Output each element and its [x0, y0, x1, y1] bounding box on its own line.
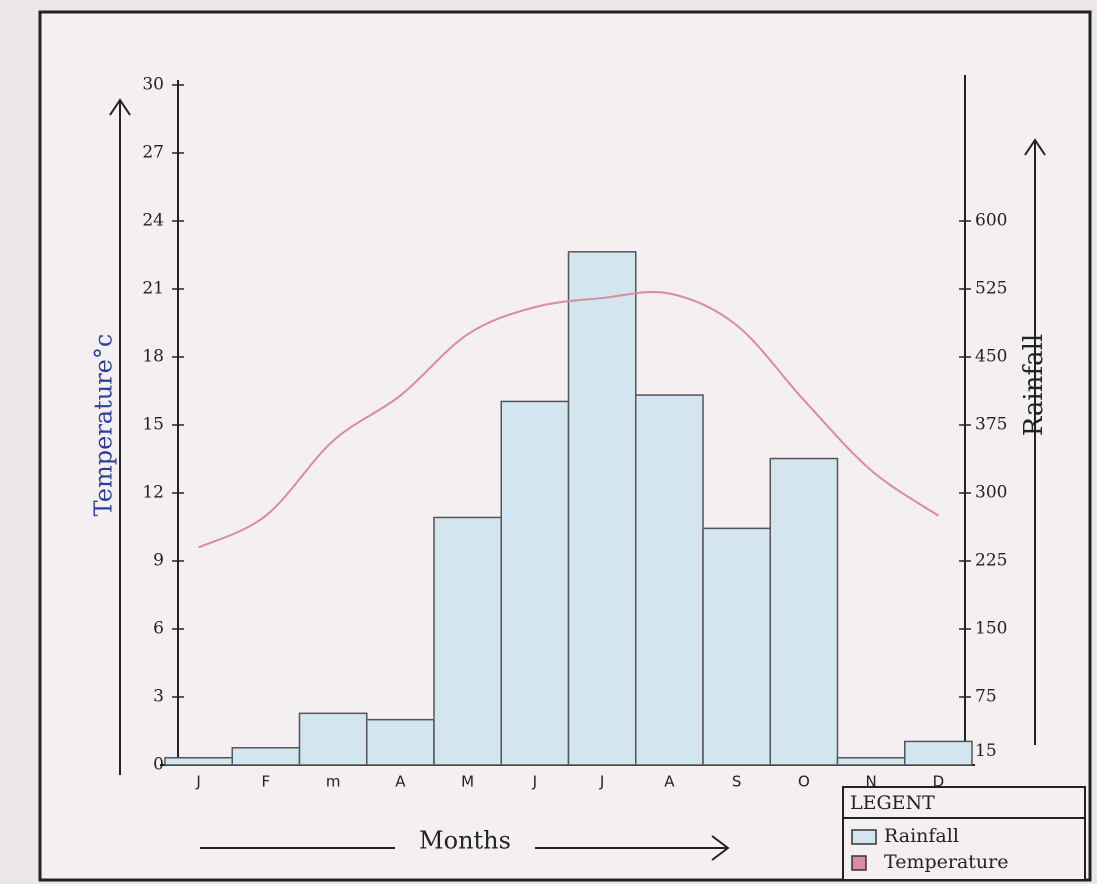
bar [702, 527, 771, 766]
x-arrowhead [711, 835, 730, 861]
y-arrowhead [109, 98, 131, 116]
x-tick-label: S [732, 773, 742, 791]
bar [433, 516, 502, 766]
y-tick-label: 15 [142, 415, 164, 435]
legend-swatch [851, 829, 877, 845]
y-tick-label: 0 [153, 755, 164, 775]
x-tick-label: N [866, 773, 877, 791]
legend-label: Temperature [884, 851, 1008, 873]
legend-title: LEGENT [850, 792, 935, 814]
y2-axis-label: Rainfall [1019, 334, 1049, 437]
y2-tick-label: 600 [975, 211, 1007, 231]
y2-tick-label: 15 [975, 741, 997, 761]
y-axis-label: Temperature°c [90, 334, 118, 517]
bar [231, 747, 301, 766]
bar [635, 394, 704, 766]
temperature-line [198, 291, 939, 549]
x-tick-label: F [262, 773, 271, 791]
bar [500, 400, 570, 766]
x-tick-label: O [798, 773, 810, 791]
x-tick-label: J [195, 773, 200, 791]
legend-label: Rainfall [884, 825, 959, 847]
y-tick-label: 21 [142, 279, 164, 299]
bar [769, 457, 839, 766]
bar [904, 740, 973, 766]
legend [842, 786, 1086, 881]
legend-swatch [851, 855, 867, 871]
y2-tick-label: 450 [975, 347, 1007, 367]
y2-tick-label: 150 [975, 619, 1007, 639]
y-tick-label: 27 [142, 143, 164, 163]
bar [567, 251, 637, 766]
x-tick-label: A [664, 773, 675, 791]
x-tick-label: M [461, 773, 474, 791]
y-tick-label: 24 [142, 211, 164, 231]
y-tick-label: 18 [142, 347, 164, 367]
y-tick-label: 3 [153, 687, 164, 707]
bar [366, 718, 435, 766]
y2-arrowhead [1024, 138, 1046, 156]
y2-tick-label: 300 [975, 483, 1007, 503]
x-tick-label: D [933, 773, 945, 791]
y-tick-label: 30 [142, 75, 164, 95]
y2-tick-label: 75 [975, 687, 997, 707]
y-tick-label: 6 [153, 619, 164, 639]
y-tick-label: 9 [153, 551, 164, 571]
bar [298, 712, 368, 766]
x-tick-label: A [395, 773, 406, 791]
x-tick-label: m [326, 773, 341, 791]
y2-tick-label: 225 [975, 551, 1007, 571]
x-axis-label: Months [419, 827, 511, 855]
x-tick-label: J [599, 773, 604, 791]
bar [164, 756, 233, 766]
y-tick-label: 12 [142, 483, 164, 503]
y2-tick-label: 375 [975, 415, 1007, 435]
bar [836, 756, 906, 766]
x-tick-label: J [532, 773, 537, 791]
y2-tick-label: 525 [975, 279, 1007, 299]
